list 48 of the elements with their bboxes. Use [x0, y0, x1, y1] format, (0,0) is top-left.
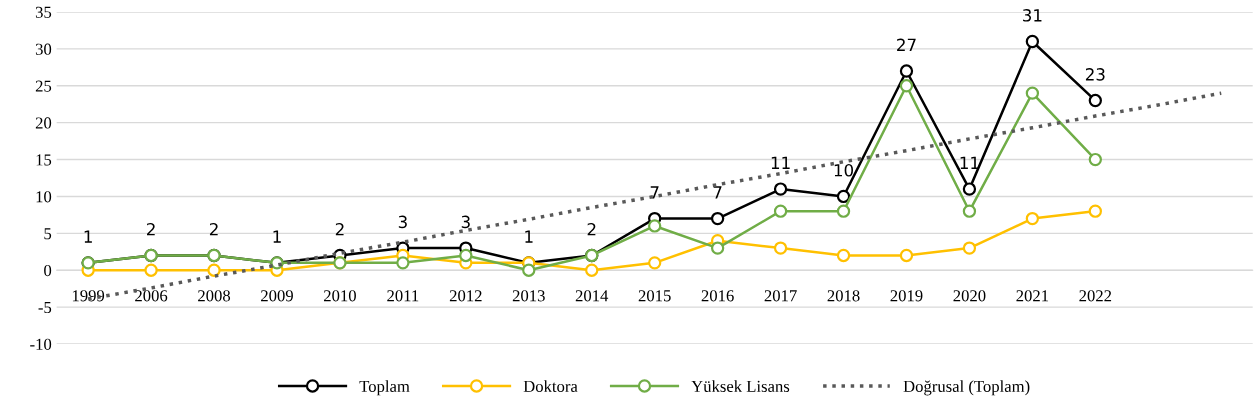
y-tick-label: 25: [35, 80, 52, 92]
x-tick-label: 2014: [575, 290, 609, 302]
y-tick-label: -10: [30, 338, 52, 350]
x-tick-label: 2015: [638, 290, 671, 302]
x-tick-label: 2013: [512, 290, 545, 302]
x-tick-label: 2022: [1079, 290, 1112, 302]
data-label: 3: [398, 215, 407, 229]
x-tick-label: 2017: [764, 290, 797, 302]
data-label: 27: [897, 38, 916, 51]
data-label: 11: [771, 156, 790, 169]
legend-label: Yüksek Lisans: [691, 380, 790, 392]
y-tick-label: -5: [38, 301, 52, 314]
legend-label: Toplam: [359, 380, 410, 396]
data-label: 1: [273, 230, 281, 243]
data-label: 23: [1085, 68, 1105, 81]
data-label: 2: [587, 222, 596, 236]
x-tick-label: 2021: [1016, 290, 1049, 302]
x-tick-label: 2010: [324, 290, 356, 302]
data-label: 3: [461, 215, 470, 229]
x-tick-label: 2019: [890, 290, 923, 302]
data-label: 31: [1023, 9, 1042, 22]
legend-label: Doğrusal (Toplam): [903, 380, 1030, 396]
x-tick-label: 2018: [827, 290, 860, 302]
data-label: 1: [525, 230, 533, 243]
x-tick-label: 2011: [387, 290, 419, 302]
data-label: 7: [713, 186, 722, 199]
x-tick-label: 2012: [449, 290, 482, 302]
x-tick-label: 2006: [135, 290, 168, 302]
legend-label: Doktora: [523, 380, 578, 392]
y-tick-label: 20: [35, 117, 52, 129]
y-tick-label: 10: [36, 191, 52, 203]
data-label: 2: [335, 222, 344, 236]
data-label: 2: [147, 222, 155, 236]
data-label: 10: [834, 163, 854, 177]
x-tick-label: 2009: [261, 290, 293, 302]
y-tick-label: 5: [44, 228, 52, 240]
data-label: 2: [209, 222, 218, 236]
y-tick-label: 15: [36, 154, 52, 166]
x-tick-label: 2008: [198, 290, 231, 302]
y-tick-label: 30: [35, 43, 52, 55]
x-tick-label: 2020: [953, 290, 986, 302]
y-tick-label: 35: [35, 6, 52, 18]
x-tick-label: 1999: [72, 290, 105, 302]
y-tick-label: 0: [44, 264, 52, 277]
data-label: 7: [650, 186, 659, 199]
x-tick-label: 2016: [701, 290, 734, 302]
data-label: 11: [960, 156, 979, 169]
data-label: 1: [84, 230, 92, 243]
